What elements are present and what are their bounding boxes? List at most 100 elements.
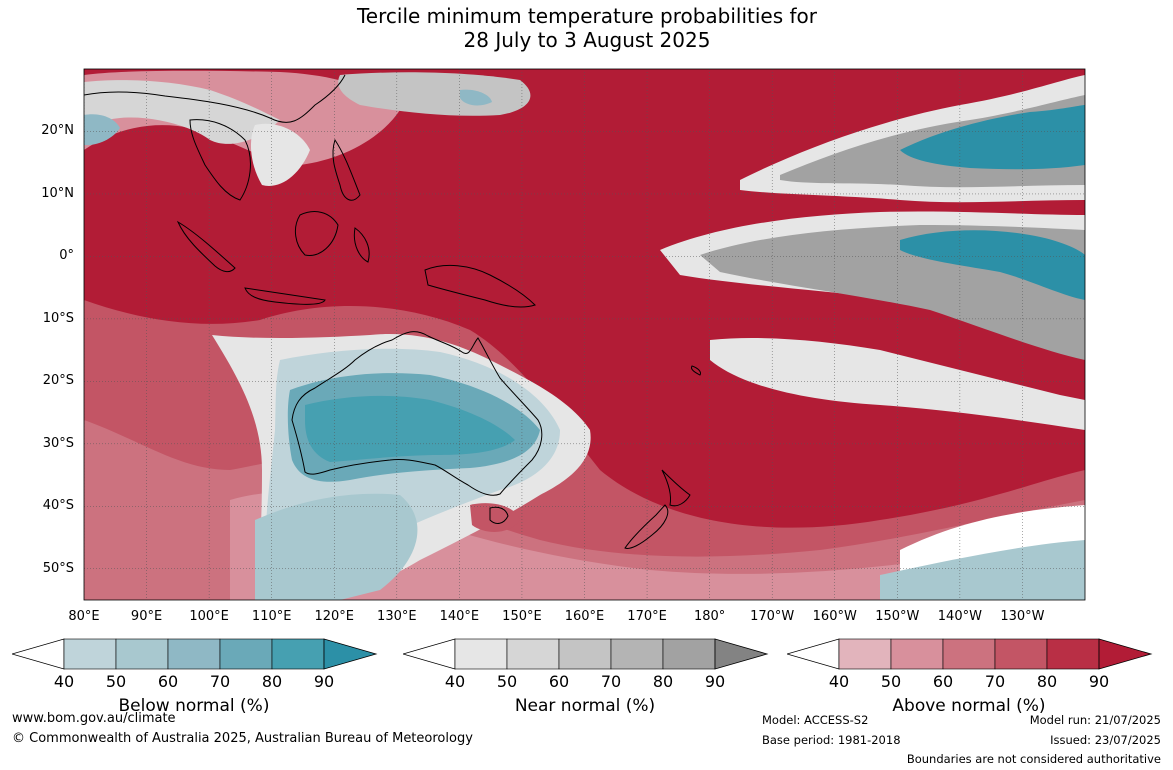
longitude-label: 170°E	[627, 609, 667, 624]
north-pacific-below-patch	[460, 89, 492, 106]
map-field	[84, 69, 1085, 600]
indochina-coastline	[189, 119, 251, 201]
map-frame	[83, 68, 1086, 601]
colorbar-tick-label: 80	[261, 672, 283, 691]
model-run-text: Model run: 21/07/2025	[1029, 713, 1161, 727]
colorbar-tick-label: 90	[1088, 672, 1110, 691]
colorbar-min-arrow	[12, 638, 65, 670]
longitude-label: 100°E	[189, 609, 229, 624]
colorbar-tick-label: 60	[932, 672, 954, 691]
colorbar-segment	[454, 638, 508, 670]
above-normal-50-region	[230, 491, 1085, 600]
colorbar-tick-label: 70	[984, 672, 1006, 691]
colorbar-graphic	[403, 638, 769, 670]
colorbar-graphic	[12, 638, 378, 670]
coastlines	[84, 74, 701, 549]
longitude-label: 160°W	[812, 609, 857, 624]
colorbar-tick-label: 60	[548, 672, 570, 691]
colorbar-tick-label: 50	[880, 672, 902, 691]
longitude-label: 80°E	[68, 609, 100, 624]
new-zealand-south-coastline	[624, 504, 669, 549]
title-line-2: 28 July to 3 August 2025	[463, 28, 711, 52]
latitude-label: 10°S	[42, 310, 74, 326]
gridlines	[84, 69, 1085, 600]
colorbar-segment	[506, 638, 560, 670]
map-title: Tercile minimum temperature probabilitie…	[0, 4, 1173, 52]
sumatra-coastline	[176, 220, 236, 273]
colorbar-min-arrow	[787, 638, 840, 670]
colorbar-title: Near normal (%)	[514, 696, 656, 716]
longitude-label: 140°E	[439, 609, 480, 624]
model-text: Model: ACCESS-S2	[762, 713, 869, 727]
colorbar-tick-label: 90	[704, 672, 726, 691]
copyright-text: © Commonwealth of Australia 2025, Austra…	[12, 731, 473, 746]
latitude-label: 20°N	[41, 123, 74, 139]
latitude-label: 40°S	[42, 498, 74, 514]
ne-pacific-below-lower	[900, 230, 1085, 300]
borneo-coastline	[294, 211, 339, 256]
colorbar-segment	[271, 638, 325, 670]
colorbar-tick-label: 40	[444, 672, 466, 691]
java-coastline	[244, 287, 326, 305]
colorbar-tick-label: 40	[828, 672, 850, 691]
southeast-below-normal	[880, 540, 1085, 600]
new-guinea-coastline	[424, 265, 536, 308]
title-line-1: Tercile minimum temperature probabilitie…	[356, 4, 818, 28]
base-period-text: Base period: 1981-2018	[762, 733, 901, 747]
colorbar-tick-label: 70	[600, 672, 622, 691]
colorbar-segment	[167, 638, 221, 670]
tasmania-red-patch	[470, 503, 520, 532]
sulawesi-coastline	[353, 227, 370, 263]
longitude-label: 140°W	[937, 609, 982, 624]
colorbar-segment	[662, 638, 716, 670]
australia-below-normal-80	[305, 395, 515, 462]
colorbar-graphic	[787, 638, 1153, 670]
ne-pacific-below-upper	[900, 105, 1085, 170]
colorbar-segment	[994, 638, 1048, 670]
asia-below-normal-patch	[84, 114, 120, 146]
south-china-sea-near-normal	[250, 123, 310, 186]
disclaimer-text: Boundaries are not considered authoritat…	[906, 752, 1161, 766]
colorbar-segment	[115, 638, 169, 670]
latitude-label: 10°N	[41, 185, 74, 201]
asia-near-normal-region	[84, 80, 280, 144]
longitude-label: 170°W	[750, 609, 795, 624]
colorbar-tick-label: 50	[496, 672, 518, 691]
latitude-label: 20°S	[42, 373, 74, 389]
colorbar-segment	[890, 638, 944, 670]
colorbar-title: Above normal (%)	[892, 696, 1046, 716]
longitude-label: 130°W	[1000, 609, 1045, 624]
colorbar-segment	[558, 638, 612, 670]
longitude-label: 130°E	[377, 609, 417, 624]
new-zealand-north-coastline	[661, 469, 691, 507]
new-caledonia-coastline	[691, 365, 701, 376]
colorbar-tick-label: 80	[652, 672, 674, 691]
colorbar-max-arrow	[323, 638, 378, 670]
website-link[interactable]: www.bom.gov.au/climate	[12, 711, 176, 726]
colorbar-max-arrow	[714, 638, 769, 670]
longitude-label: 110°E	[251, 609, 292, 624]
colorbar-max-arrow	[1098, 638, 1153, 670]
colorbar-segment	[63, 638, 117, 670]
colorbar-segment	[1046, 638, 1100, 670]
longitude-label: 150°E	[502, 609, 542, 624]
tasmania-coastline	[489, 506, 509, 524]
colorbar-tick-label: 80	[1036, 672, 1058, 691]
colorbar-segment	[838, 638, 892, 670]
colorbar-tick-label: 70	[209, 672, 231, 691]
longitude-label: 90°E	[130, 609, 163, 624]
australia-coastline	[291, 331, 543, 496]
colorbar-segment	[942, 638, 996, 670]
colorbar-tick-label: 40	[53, 672, 75, 691]
philippines-coastline	[332, 138, 361, 201]
longitude-label: 150°W	[875, 609, 920, 624]
asia-mainland-coastline	[84, 74, 346, 123]
colorbar-segment	[610, 638, 664, 670]
colorbar-tick-label: 60	[157, 672, 179, 691]
latitude-label: 0°	[59, 248, 74, 264]
latitude-label: 50°S	[42, 560, 74, 576]
colorbar-segment	[219, 638, 273, 670]
issued-text: Issued: 23/07/2025	[1050, 733, 1161, 747]
longitude-label: 160°E	[564, 609, 605, 624]
